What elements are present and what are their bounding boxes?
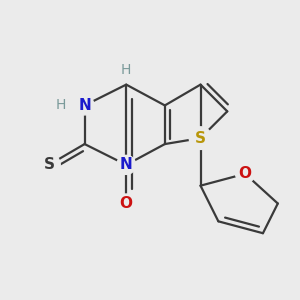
Text: N: N (120, 158, 133, 172)
Circle shape (117, 194, 136, 213)
Circle shape (189, 127, 212, 149)
Text: S: S (44, 158, 54, 172)
Text: H: H (56, 98, 66, 112)
Circle shape (75, 96, 94, 115)
Text: O: O (120, 196, 133, 211)
Circle shape (236, 164, 255, 183)
Text: S: S (195, 130, 206, 146)
Text: O: O (238, 166, 252, 181)
Circle shape (38, 154, 60, 176)
Circle shape (117, 155, 136, 174)
Text: H: H (121, 63, 131, 77)
Text: N: N (78, 98, 91, 113)
